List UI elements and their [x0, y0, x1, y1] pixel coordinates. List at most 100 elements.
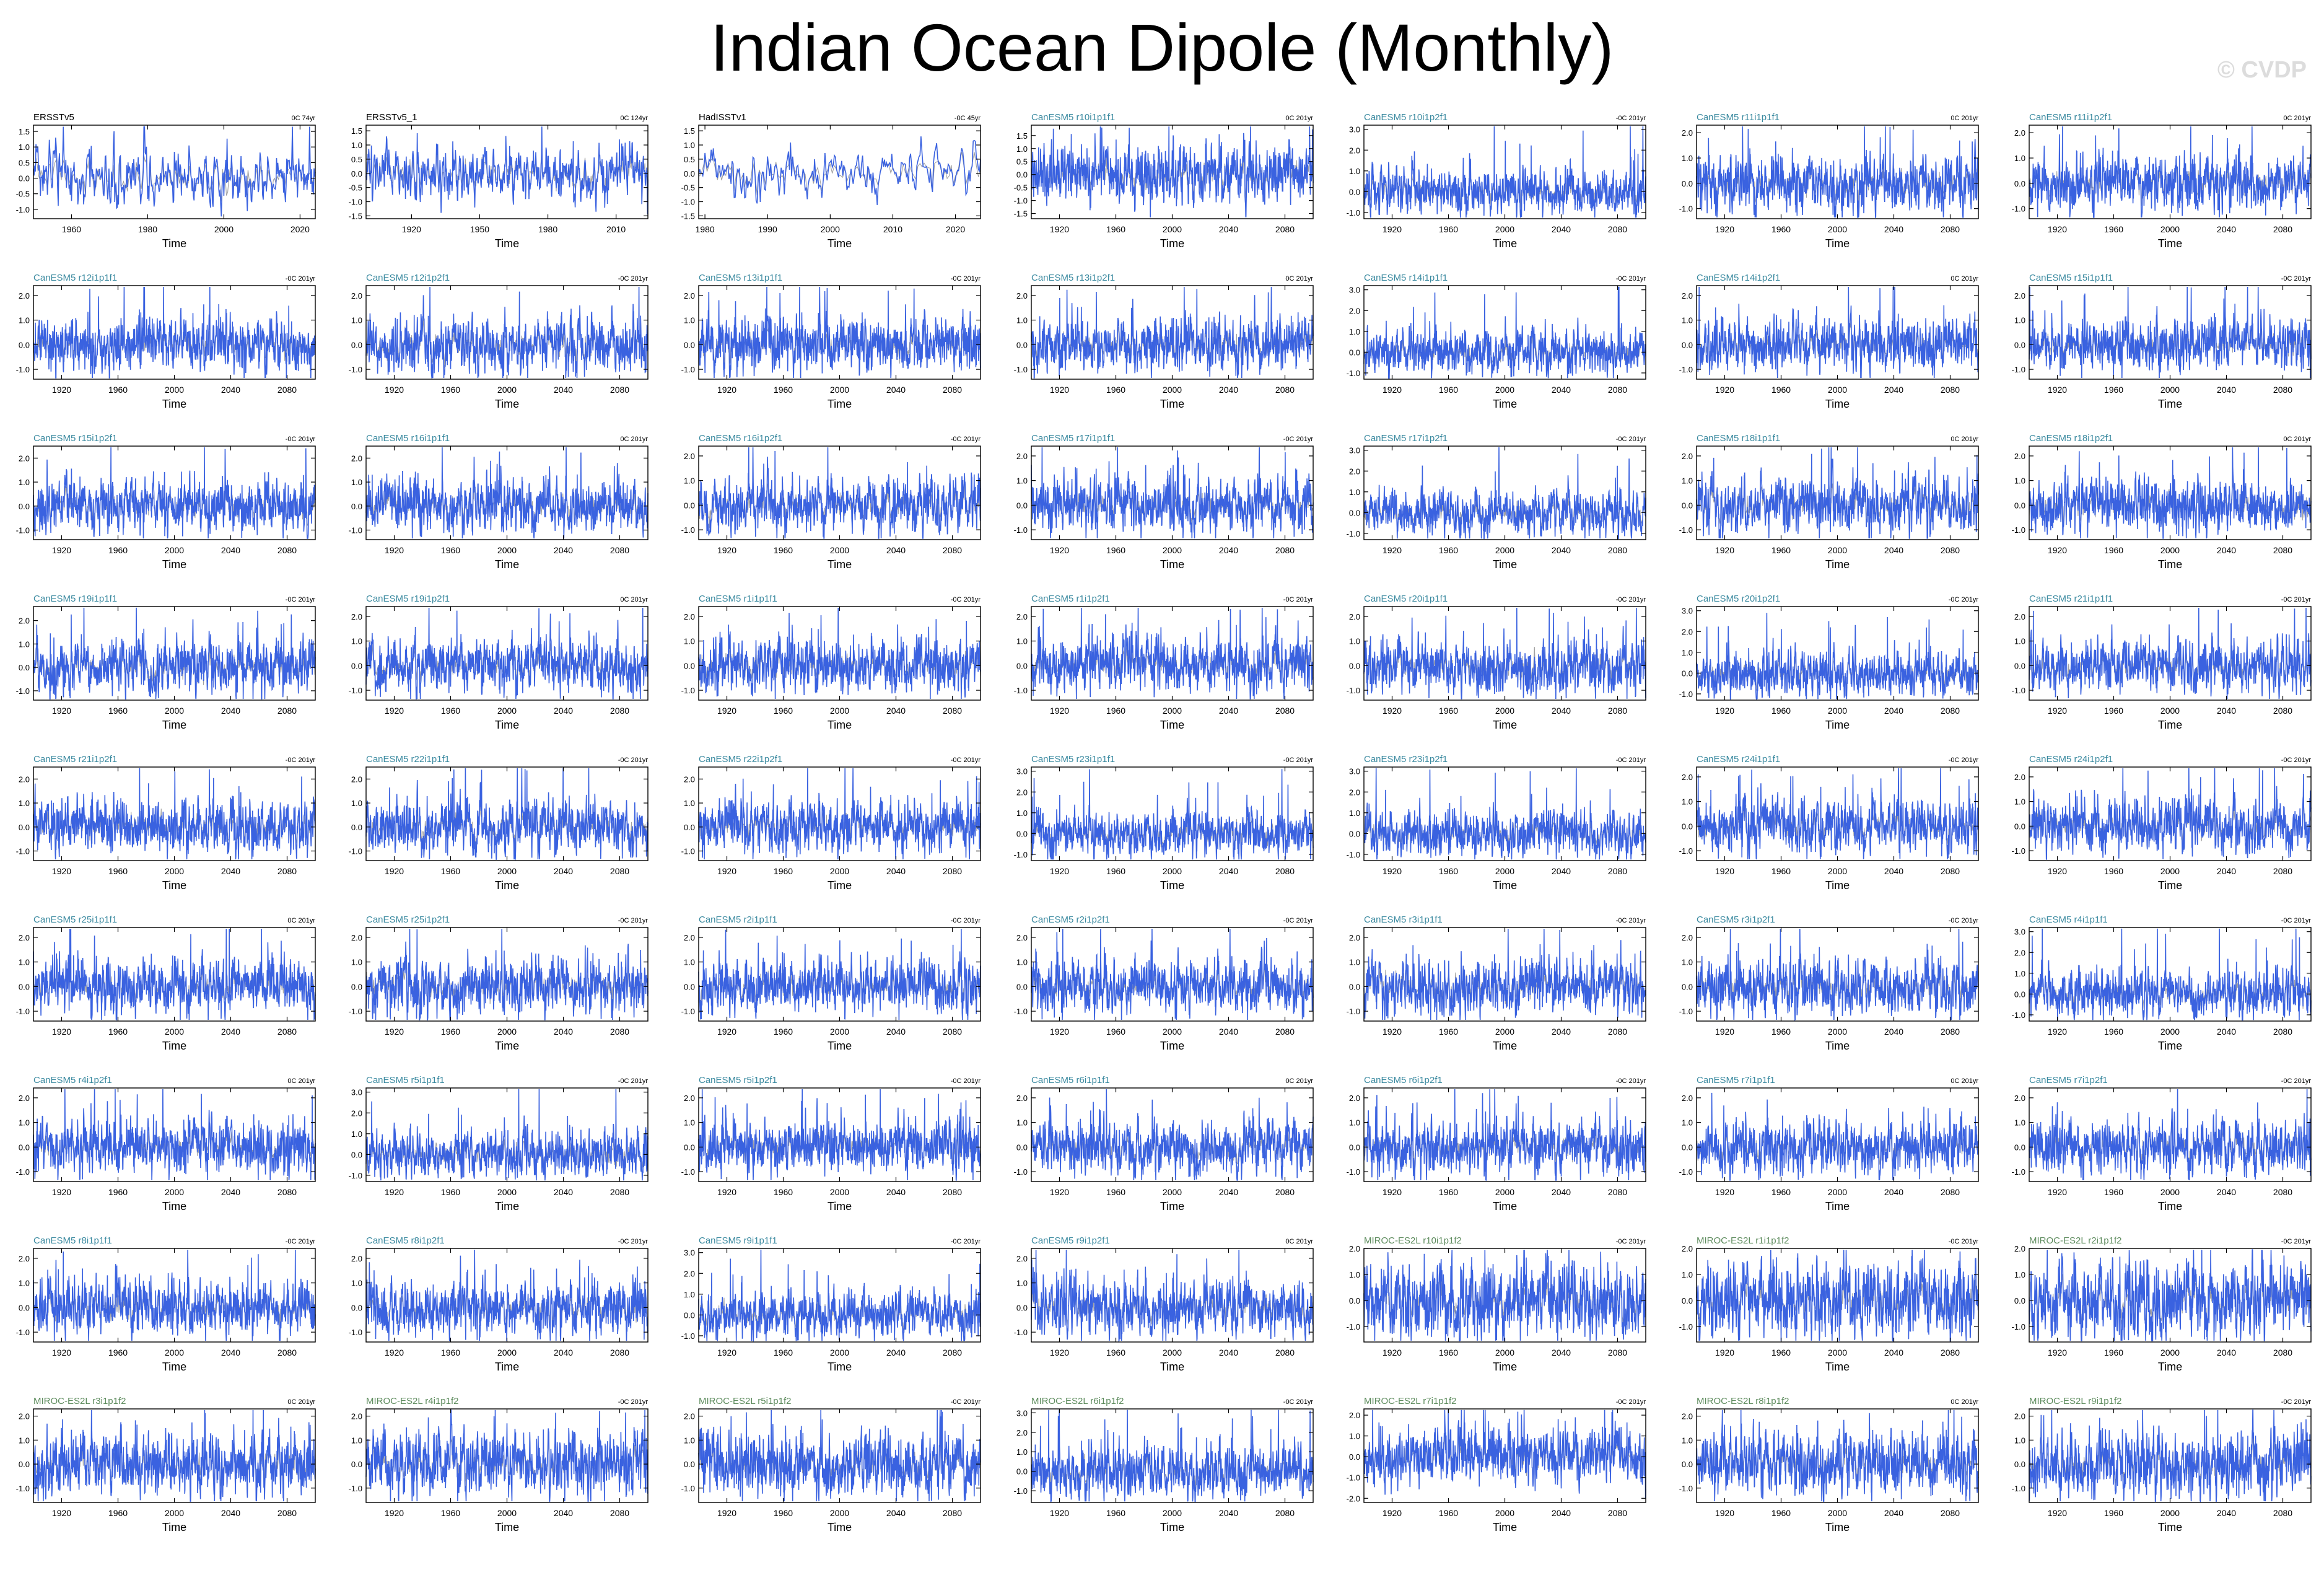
y-tick-label: 1.0 [351, 1129, 362, 1139]
chart-panel: CanESM5 r24i1p1f1 -0C 201yr 2.0 1.0 0.0 -1.0 1… [1679, 754, 1979, 892]
x-tick-label: 2040 [1219, 224, 1238, 234]
x-tick-label: 1960 [1439, 224, 1458, 234]
y-tick-label: 2.0 [351, 1108, 362, 1118]
y-tick-label: -1.0 [681, 847, 695, 856]
x-axis-label: Time [495, 398, 519, 410]
panel-title: CanESM5 r3i1p1f1 [1364, 914, 1443, 925]
trend-label: 0C 124yr [620, 115, 648, 122]
x-tick-label: 2000 [1163, 545, 1182, 555]
y-tick-label: 1.0 [2014, 637, 2025, 646]
x-tick-label: 2000 [2160, 385, 2180, 395]
chart-panel: ERSSTv5 0C 74yr 1.5 1.0 0.5 0.0 -0.5 -1.0 1960 19… [16, 112, 316, 250]
y-tick-label: -1.0 [1014, 196, 1028, 206]
x-tick-label: 2080 [1275, 385, 1295, 395]
y-tick-label: 1.0 [2014, 1270, 2025, 1279]
chart-panel: MIROC-ES2L r1i1p1f2 -0C 201yr 2.0 1.0 0.0 -1.… [1679, 1235, 1979, 1373]
x-tick-label: 2000 [165, 545, 184, 555]
trend-label: 0C 201yr [287, 917, 315, 924]
y-tick-label: 2.0 [1682, 1094, 1693, 1103]
y-tick-label: 1.0 [351, 316, 362, 325]
x-tick-label: 2040 [1884, 545, 1903, 555]
y-tick-label: -1.0 [1679, 846, 1693, 856]
y-tick-label: 2.0 [1349, 612, 1360, 621]
x-tick-label: 2080 [277, 1027, 297, 1037]
trend-label: -0C 201yr [2281, 1077, 2312, 1085]
trend-label: -0C 201yr [286, 436, 316, 443]
trend-label: -0C 201yr [951, 917, 981, 924]
x-tick-label: 1920 [1050, 385, 1069, 395]
y-tick-label: 0.0 [1349, 1452, 1360, 1462]
x-tick-label: 1960 [2104, 1187, 2123, 1197]
y-tick-label: -1.0 [1014, 1167, 1028, 1177]
x-axis-label: Time [828, 1521, 852, 1533]
x-tick-label: 2080 [943, 1187, 962, 1197]
chart-panel: CanESM5 r6i1p1f1 0C 201yr 2.0 1.0 0.0 -1.0 192… [1014, 1075, 1314, 1213]
x-tick-label: 1960 [108, 1508, 128, 1518]
y-tick-label: 0.0 [1682, 669, 1693, 678]
x-tick-label: 1960 [1771, 224, 1791, 234]
x-axis-label: Time [1825, 1521, 1850, 1533]
chart-panel: CanESM5 r1i1p1f1 -0C 201yr 2.0 1.0 0.0 -1.0 19… [681, 594, 981, 731]
x-tick-label: 1960 [1771, 385, 1791, 395]
trend-label: 0C 201yr [2283, 115, 2311, 122]
trend-label: -0C 201yr [2281, 917, 2312, 924]
panel-title: CanESM5 r7i1p1f1 [1697, 1075, 1775, 1085]
chart-panel: CanESM5 r19i1p1f1 -0C 201yr 2.0 1.0 0.0 -1.0 1… [16, 594, 316, 731]
x-tick-label: 2040 [886, 1348, 906, 1357]
y-tick-label: 1.0 [351, 799, 362, 808]
chart-panel: CanESM5 r9i1p2f1 0C 201yr 2.0 1.0 0.0 -1.0 192… [1014, 1235, 1314, 1373]
x-tick-label: 2080 [2273, 224, 2292, 234]
x-axis-label: Time [1825, 1040, 1850, 1052]
x-tick-label: 2000 [165, 866, 184, 876]
y-tick-label: 0.0 [1016, 1303, 1028, 1312]
x-tick-label: 2040 [1552, 866, 1571, 876]
y-tick-label: 1.0 [351, 958, 362, 967]
series-line [365, 1089, 649, 1181]
plot-frame [33, 125, 316, 219]
x-tick-label: 2080 [1608, 1508, 1627, 1518]
series-line [1363, 1089, 1646, 1181]
x-tick-label: 1920 [1715, 1348, 1734, 1357]
panel-title: MIROC-ES2L r4i1p1f2 [366, 1396, 459, 1406]
series-line [1696, 447, 1979, 539]
y-tick-label: -1.0 [2012, 1484, 2025, 1493]
y-tick-label: -0.5 [1014, 183, 1028, 193]
y-tick-label: 1.0 [19, 799, 30, 808]
y-tick-label: 1.0 [19, 1118, 30, 1128]
panel-title: HadISSTv1 [699, 112, 746, 123]
x-tick-label: 2000 [1495, 1508, 1514, 1518]
x-tick-label: 2080 [943, 385, 962, 395]
x-tick-label: 2000 [1495, 545, 1514, 555]
x-tick-label: 1960 [441, 545, 460, 555]
x-tick-label: 2080 [2273, 706, 2292, 716]
panel-title: MIROC-ES2L r1i1p1f2 [1697, 1235, 1789, 1246]
x-tick-label: 2040 [886, 706, 906, 716]
trend-label: -0C 201yr [286, 756, 316, 764]
x-tick-label: 2040 [2217, 545, 2236, 555]
trend-label: 0C 201yr [1285, 1077, 1313, 1085]
panel-title: CanESM5 r12i1p2f1 [366, 273, 450, 283]
y-tick-label: 1.0 [1349, 637, 1360, 646]
chart-panel: MIROC-ES2L r4i1p1f2 -0C 201yr 2.0 1.0 0.0 -1.… [349, 1396, 649, 1533]
y-tick-label: -1.0 [1347, 850, 1360, 859]
x-tick-label: 2080 [1608, 385, 1627, 395]
y-tick-label: 1.0 [684, 141, 695, 150]
y-tick-label: 0.0 [1682, 179, 1693, 188]
y-tick-label: 2.0 [1682, 933, 1693, 942]
y-tick-label: -1.0 [1347, 1322, 1360, 1331]
x-tick-label: 1960 [1106, 866, 1125, 876]
y-tick-label: 1.5 [351, 126, 362, 136]
y-tick-label: 1.0 [351, 478, 362, 487]
x-tick-label: 1960 [2104, 706, 2123, 716]
y-tick-label: 2.0 [351, 454, 362, 463]
y-tick-label: 2.0 [1016, 612, 1028, 621]
x-axis-label: Time [2158, 719, 2182, 731]
x-tick-label: 2040 [1219, 545, 1238, 555]
x-tick-label: 2000 [497, 1187, 517, 1197]
y-tick-label: 1.0 [2014, 1436, 2025, 1445]
x-axis-label: Time [162, 1521, 186, 1533]
x-tick-label: 2080 [943, 866, 962, 876]
series-line [1031, 607, 1314, 699]
chart-panel: CanESM5 r10i1p2f1 -0C 201yr 3.0 2.0 1.0 0.0 -1… [1347, 112, 1646, 250]
x-tick-label: 1920 [52, 1508, 71, 1518]
